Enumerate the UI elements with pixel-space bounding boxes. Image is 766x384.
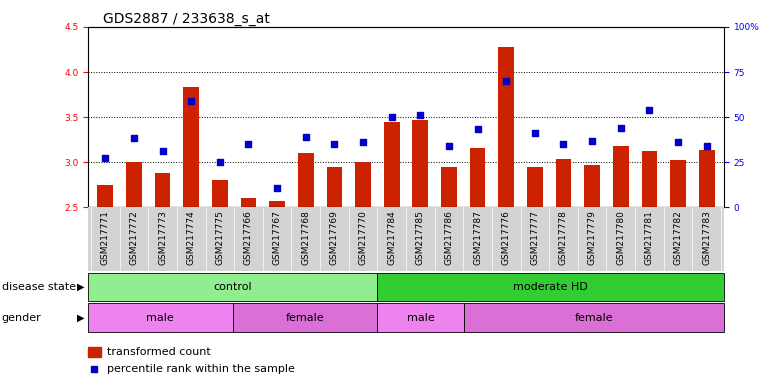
Bar <box>88 303 233 332</box>
Point <box>357 139 369 146</box>
Point <box>128 135 140 141</box>
Point <box>471 126 483 132</box>
Text: GSM217784: GSM217784 <box>387 210 396 265</box>
Bar <box>463 303 724 332</box>
Bar <box>155 173 170 207</box>
Text: GSM217771: GSM217771 <box>101 210 110 265</box>
Text: female: female <box>286 313 324 323</box>
Text: disease state: disease state <box>2 282 76 292</box>
Point <box>214 159 226 166</box>
Text: GSM217783: GSM217783 <box>702 210 711 265</box>
Text: GSM217781: GSM217781 <box>645 210 654 265</box>
Bar <box>670 159 686 207</box>
Text: male: male <box>407 313 434 323</box>
Point <box>185 98 198 104</box>
Bar <box>212 180 228 207</box>
Point <box>156 147 169 154</box>
Text: GSM217774: GSM217774 <box>187 210 195 265</box>
Bar <box>441 167 457 207</box>
Text: GSM217778: GSM217778 <box>559 210 568 265</box>
Bar <box>97 185 113 207</box>
Bar <box>699 150 715 207</box>
Text: GSM217780: GSM217780 <box>617 210 625 265</box>
Point <box>271 184 283 190</box>
Bar <box>241 198 257 207</box>
Text: male: male <box>146 313 174 323</box>
Text: GSM217770: GSM217770 <box>358 210 368 265</box>
Bar <box>470 148 486 207</box>
Bar <box>233 303 377 332</box>
Point <box>88 366 100 372</box>
Point <box>672 139 684 146</box>
Text: GSM217777: GSM217777 <box>530 210 539 265</box>
Text: GSM217766: GSM217766 <box>244 210 253 265</box>
Bar <box>384 122 400 207</box>
Bar <box>377 273 724 301</box>
Text: ▶: ▶ <box>77 313 84 323</box>
Bar <box>355 162 371 207</box>
Bar <box>642 151 657 207</box>
Bar <box>88 273 377 301</box>
Text: ▶: ▶ <box>77 282 84 292</box>
Bar <box>499 47 514 207</box>
Point <box>329 141 341 147</box>
Text: gender: gender <box>2 313 41 323</box>
Text: GSM217775: GSM217775 <box>215 210 224 265</box>
Text: GSM217787: GSM217787 <box>473 210 482 265</box>
Text: GSM217768: GSM217768 <box>301 210 310 265</box>
Text: GSM217786: GSM217786 <box>444 210 453 265</box>
Bar <box>298 153 313 207</box>
Point <box>529 130 541 136</box>
Text: female: female <box>574 313 613 323</box>
Text: moderate HD: moderate HD <box>513 282 588 292</box>
Point <box>500 78 512 84</box>
Bar <box>584 165 600 207</box>
Point <box>614 125 627 131</box>
Point <box>558 141 570 147</box>
Bar <box>126 162 142 207</box>
Text: GSM217782: GSM217782 <box>673 210 683 265</box>
Text: GSM217779: GSM217779 <box>588 210 597 265</box>
Text: percentile rank within the sample: percentile rank within the sample <box>107 364 295 374</box>
Bar <box>412 120 428 207</box>
Point <box>586 137 598 144</box>
Text: transformed count: transformed count <box>107 347 211 357</box>
Text: GSM217776: GSM217776 <box>502 210 511 265</box>
Point <box>300 134 312 140</box>
Point <box>99 155 111 161</box>
Text: GSM217785: GSM217785 <box>416 210 425 265</box>
Bar <box>613 146 629 207</box>
Bar <box>88 347 101 357</box>
Point <box>414 112 427 118</box>
Text: GSM217767: GSM217767 <box>273 210 282 265</box>
Text: GSM217773: GSM217773 <box>158 210 167 265</box>
Text: control: control <box>213 282 252 292</box>
Point <box>242 141 254 147</box>
Bar <box>183 87 199 207</box>
Bar <box>377 303 463 332</box>
Bar <box>326 167 342 207</box>
Point <box>385 114 398 120</box>
Text: GSM217769: GSM217769 <box>330 210 339 265</box>
Bar <box>269 201 285 207</box>
Point <box>701 143 713 149</box>
Bar <box>527 167 543 207</box>
Text: GSM217772: GSM217772 <box>129 210 139 265</box>
Point <box>643 107 656 113</box>
Text: GDS2887 / 233638_s_at: GDS2887 / 233638_s_at <box>103 12 270 25</box>
Bar <box>555 159 571 207</box>
Point <box>443 143 455 149</box>
